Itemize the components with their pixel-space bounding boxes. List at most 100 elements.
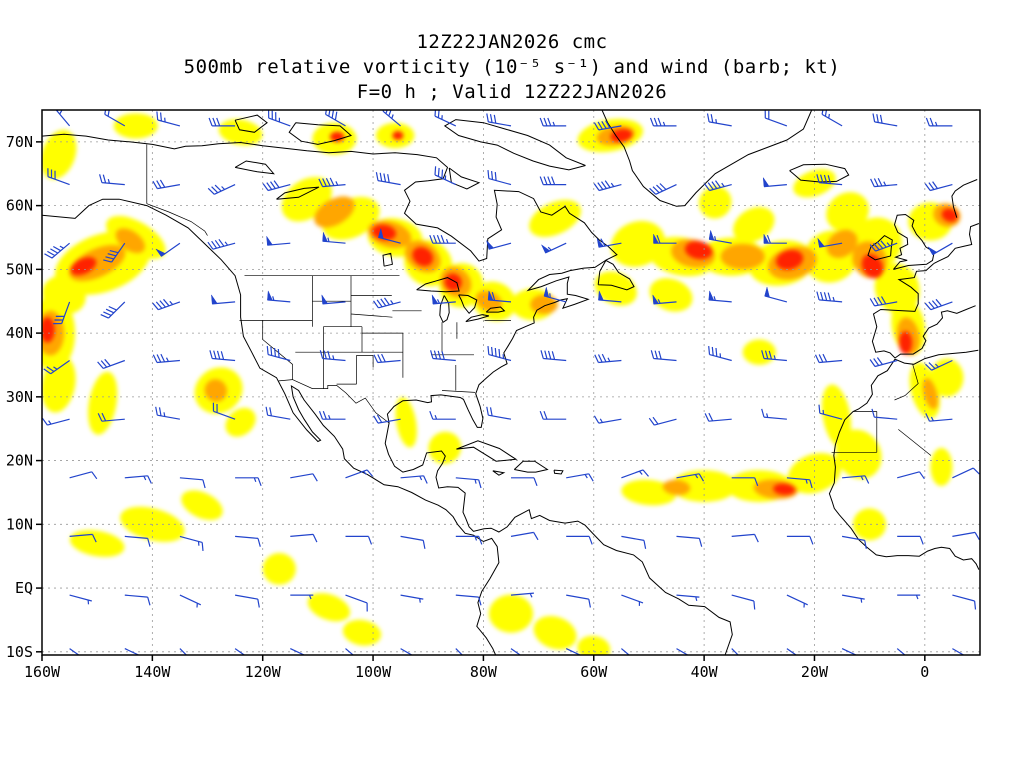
x-tick-label: 20W <box>801 663 829 681</box>
wind-barb <box>179 535 204 551</box>
axis-labels: 160W 140W 120W 100W 80W 60W 40W 20W 0 70N 60N 50N 40… <box>6 133 929 681</box>
x-tick-label: 40W <box>691 663 719 681</box>
wind-barb <box>97 412 125 422</box>
vorticity-cell <box>821 384 852 448</box>
wind-barb <box>69 533 97 543</box>
vorticity-cell <box>941 208 958 222</box>
vorticity-cell <box>113 113 158 139</box>
wind-barb <box>47 168 70 186</box>
vorticity-cell <box>529 199 582 237</box>
vorticity-cell <box>733 207 775 243</box>
wind-barb <box>487 346 512 362</box>
wind-barb <box>869 357 898 368</box>
wind-barb <box>69 471 98 480</box>
wind-barb <box>265 406 291 420</box>
vorticity-cell <box>330 131 345 142</box>
wind-barb <box>870 177 898 188</box>
wind-barb <box>382 110 401 127</box>
lake-great_slave <box>276 186 320 200</box>
vorticity-cell <box>428 431 462 464</box>
wind-barb <box>378 236 401 244</box>
wind-barb-pennant <box>266 235 273 246</box>
wind-barb <box>345 594 368 612</box>
lake-michigan <box>439 295 450 324</box>
vorticity-cell <box>826 229 858 259</box>
wind-barb <box>160 242 181 257</box>
wind-barb <box>434 166 457 186</box>
wind-barb <box>124 648 140 655</box>
wind-barb <box>430 350 456 362</box>
wind-barb <box>869 240 898 252</box>
y-tick-label: 10N <box>6 515 33 533</box>
wind-barb <box>545 242 567 254</box>
wind-barb <box>764 295 788 303</box>
wind-barb <box>818 404 843 420</box>
wind-barb <box>539 410 567 420</box>
wind-barb <box>124 535 151 547</box>
wind-barb <box>266 346 291 362</box>
wind-barb <box>290 533 318 543</box>
y-tick-label: 70N <box>6 133 33 151</box>
wind-barb <box>212 301 236 305</box>
wind-barb <box>455 648 464 655</box>
coastline-layer <box>42 110 980 655</box>
vorticity-cell <box>372 224 397 241</box>
wind-barb <box>925 117 953 127</box>
coastline-africa_mediterranean <box>894 349 979 365</box>
wind-barb <box>841 535 867 549</box>
wind-barb <box>704 180 732 192</box>
vorticity-cell <box>621 479 677 506</box>
coastline-jamaica <box>492 470 506 476</box>
wind-barb <box>400 475 428 484</box>
wind-barb <box>649 117 677 127</box>
wind-barb-pennant <box>762 176 770 187</box>
coastline-cuba <box>456 440 518 462</box>
vorticity-cell <box>698 186 732 219</box>
wind-barb <box>952 594 977 610</box>
vorticity-cell <box>533 615 577 650</box>
lake-great_bear <box>234 160 275 175</box>
x-tick-label: 140W <box>134 663 171 681</box>
wind-barb <box>209 350 236 362</box>
wind-barb <box>621 594 644 606</box>
coastline-victoria_island <box>288 122 353 145</box>
wind-barb <box>676 535 703 547</box>
wind-barb <box>97 358 126 369</box>
wind-barb <box>156 111 181 127</box>
wind-barb <box>455 535 483 545</box>
wind-barb <box>235 477 262 487</box>
wind-barb <box>708 346 732 362</box>
coastline-hispaniola <box>513 460 549 473</box>
border-morocco_algeria <box>894 364 919 401</box>
vorticity-cell <box>204 379 227 402</box>
wind-barb <box>543 293 567 303</box>
y-tick-label: EQ <box>15 579 33 597</box>
wind-barb <box>42 417 70 426</box>
wind-barb <box>871 408 898 420</box>
wind-barb <box>400 535 426 549</box>
wind-barb <box>103 242 126 263</box>
border-mexico_border_w <box>278 379 293 382</box>
wind-barb <box>290 648 306 655</box>
vorticity-cell <box>742 339 776 365</box>
wind-barb <box>432 299 456 305</box>
wind-barb <box>598 238 622 248</box>
vorticity-cell <box>314 196 355 228</box>
chart-title-run: 12Z22JAN2026 cmc <box>416 31 608 53</box>
vorticity-cell <box>181 490 223 521</box>
vorticity-cell <box>861 254 884 279</box>
vorticity-cell <box>930 447 953 487</box>
wind-barb <box>318 410 346 420</box>
wind-barb <box>764 110 788 127</box>
wind-barb <box>179 648 188 655</box>
wind-barb <box>510 592 534 598</box>
wind-barb <box>648 416 677 426</box>
vorticity-cell <box>853 508 887 541</box>
axis-ticks <box>36 141 926 661</box>
coastline-baffin_island <box>443 119 586 171</box>
wind-barb <box>539 117 567 127</box>
wind-barb <box>952 531 980 541</box>
wind-barb <box>897 594 921 600</box>
plot-border <box>41 109 981 656</box>
wind-barb <box>208 117 236 127</box>
